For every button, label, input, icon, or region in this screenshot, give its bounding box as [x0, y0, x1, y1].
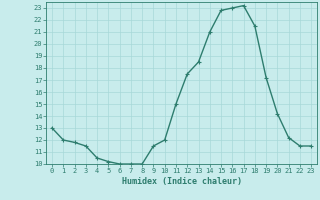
- X-axis label: Humidex (Indice chaleur): Humidex (Indice chaleur): [122, 177, 242, 186]
